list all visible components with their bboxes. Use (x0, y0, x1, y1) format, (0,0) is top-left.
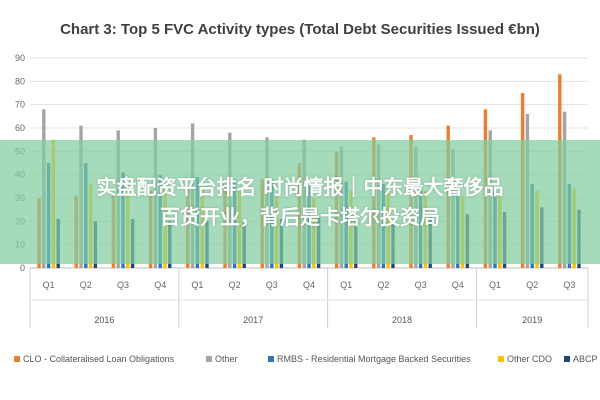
x-tick-label: Q1 (340, 280, 352, 290)
overlay-line-2: 百货开业，背后是卡塔尔投资局 (160, 205, 440, 229)
legend-swatch (268, 356, 274, 362)
legend-label: CLO - Collateralised Loan Obligations (23, 354, 175, 364)
year-label: 2016 (94, 315, 114, 325)
x-tick-label: Q3 (563, 280, 575, 290)
legend-label: ABCP (573, 354, 598, 364)
y-tick-label: 0 (20, 263, 25, 273)
year-label: 2017 (243, 315, 263, 325)
x-tick-label: Q2 (526, 280, 538, 290)
x-tick-label: Q2 (229, 280, 241, 290)
x-tick-label: Q2 (377, 280, 389, 290)
x-tick-label: Q4 (154, 280, 166, 290)
x-axis: Q1 Q2 Q3 Q4 Q1 Q2 Q3 Q4 Q1 Q2 Q3 Q4 Q1 Q2 Q3 2016 2017 20… (29, 268, 589, 328)
x-tick-label: Q1 (191, 280, 203, 290)
y-tick-label: 70 (15, 100, 25, 110)
legend-label: Other (215, 354, 238, 364)
x-tick-label: Q3 (415, 280, 427, 290)
year-label: 2019 (522, 315, 542, 325)
legend-swatch (564, 356, 570, 362)
legend-label: Other CDO (507, 354, 552, 364)
x-tick-label: Q1 (43, 280, 55, 290)
legend-swatch (498, 356, 504, 362)
legend: CLO - Collateralised Loan Obligations Oth… (14, 354, 598, 364)
overlay-line-1: 实盘配资平台排名 时尚情报｜中东最大奢侈品 (96, 175, 504, 199)
x-tick-label: Q3 (266, 280, 278, 290)
year-label: 2018 (392, 315, 412, 325)
overlay-banner: 实盘配资平台排名 时尚情报｜中东最大奢侈品 百货开业，背后是卡塔尔投资局 (0, 140, 600, 264)
x-tick-label: Q4 (452, 280, 464, 290)
x-tick-label: Q2 (80, 280, 92, 290)
legend-swatch (206, 356, 212, 362)
x-tick-label: Q1 (489, 280, 501, 290)
x-tick-label: Q4 (303, 280, 315, 290)
chart-title: Chart 3: Top 5 FVC Activity types (Total… (60, 21, 540, 38)
x-tick-label: Q3 (117, 280, 129, 290)
y-tick-label: 80 (15, 76, 25, 86)
legend-label: RMBS - Residential Mortgage Backed Secur… (277, 354, 471, 364)
y-tick-label: 60 (15, 123, 25, 133)
legend-swatch (14, 356, 20, 362)
y-tick-label: 90 (15, 53, 25, 63)
